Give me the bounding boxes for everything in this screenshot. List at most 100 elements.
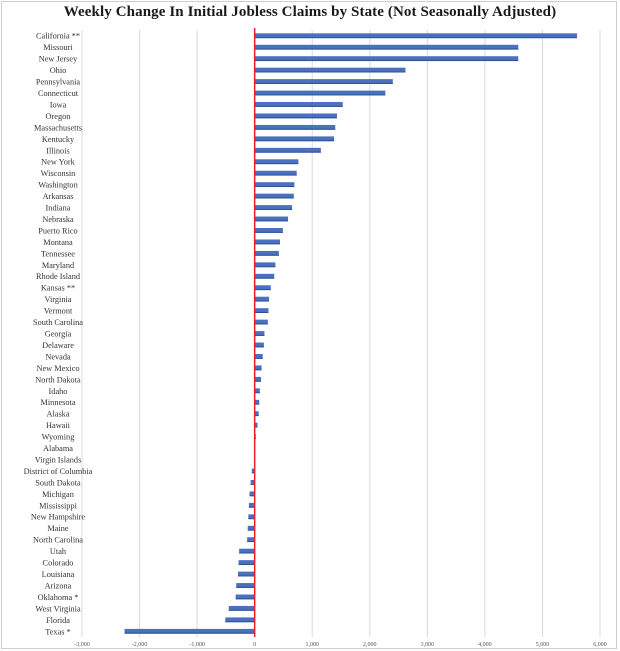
bar-shadow xyxy=(254,300,270,302)
bar-shadow xyxy=(254,186,295,188)
bar xyxy=(236,583,255,588)
x-tick-label: 1,000 xyxy=(305,642,319,648)
bar xyxy=(254,342,264,348)
category-label: West Virginia xyxy=(35,604,81,613)
bar-shadow xyxy=(254,105,343,107)
bar xyxy=(254,44,519,50)
bar xyxy=(247,525,255,531)
bar xyxy=(254,388,260,394)
bar-shadow xyxy=(254,311,269,313)
bar-shadow xyxy=(254,117,337,119)
category-label: Virgin Islands xyxy=(35,455,82,464)
bar-shadow xyxy=(251,472,255,474)
bar xyxy=(254,273,275,279)
bar-shadow xyxy=(254,220,289,222)
category-label: Arkansas xyxy=(43,192,74,201)
bar xyxy=(251,468,255,474)
bar xyxy=(254,159,299,165)
bar xyxy=(254,170,297,176)
category-label: Massachusetts xyxy=(34,123,82,132)
category-label: New York xyxy=(41,158,76,167)
bar-shadow xyxy=(247,541,255,543)
bar xyxy=(254,79,393,84)
x-tick-label: 0 xyxy=(253,642,256,648)
bar-shadow xyxy=(254,82,393,84)
category-label: Minnesota xyxy=(40,398,75,407)
category-label: Ohio xyxy=(50,66,67,75)
bar-shadow xyxy=(228,609,255,611)
bar-shadow xyxy=(254,426,258,428)
category-label: Wisconsin xyxy=(41,169,77,178)
bar-shadow xyxy=(124,632,255,634)
x-tick-label: 5,000 xyxy=(536,642,550,648)
bar-shadow xyxy=(239,552,255,554)
bar-shadow xyxy=(254,289,271,291)
x-tick-label: 3,000 xyxy=(421,642,435,648)
category-label: Maine xyxy=(47,524,69,533)
bar-shadow xyxy=(254,380,261,382)
bar xyxy=(254,102,343,107)
category-label: Hawaii xyxy=(46,421,71,430)
category-label: New Hampshire xyxy=(31,513,85,522)
category-label: Oregon xyxy=(46,112,72,121)
bar xyxy=(250,479,255,485)
category-label: Alaska xyxy=(46,410,69,419)
bar-shadow xyxy=(254,48,519,50)
bar-shadow xyxy=(254,334,265,336)
x-tick-label: -3,000 xyxy=(74,642,90,648)
category-label: Nebraska xyxy=(42,215,74,224)
x-tick-label: -2,000 xyxy=(132,642,148,648)
x-tick-label: 4,000 xyxy=(478,642,492,648)
category-label: Colorado xyxy=(43,559,74,568)
bar xyxy=(254,136,335,142)
category-label: Washington xyxy=(38,181,78,190)
category-label: Puerto Rico xyxy=(38,226,77,235)
bar-shadow xyxy=(235,598,255,600)
bar xyxy=(254,147,321,153)
bar xyxy=(237,571,255,577)
bar-shadow xyxy=(254,357,263,359)
bar xyxy=(254,33,577,39)
category-label: Indiana xyxy=(46,204,71,213)
bar xyxy=(254,262,276,268)
bar xyxy=(254,124,336,130)
bar-shadow xyxy=(254,60,519,62)
category-label: District of Columbia xyxy=(24,467,93,476)
bar-shadow xyxy=(247,529,255,531)
category-label: South Dakota xyxy=(35,478,81,487)
bar xyxy=(254,67,406,73)
bar-shadow xyxy=(238,563,255,565)
bar xyxy=(248,502,255,508)
bar-shadow xyxy=(254,163,299,165)
bar xyxy=(254,399,260,405)
bar xyxy=(254,422,258,428)
category-label: Alabama xyxy=(43,444,73,453)
bar xyxy=(254,205,293,210)
category-label: New Jersey xyxy=(39,55,78,64)
bar xyxy=(254,331,265,336)
chart-title: Weekly Change In Initial Jobless Claims … xyxy=(63,4,557,20)
bar xyxy=(254,90,386,96)
category-label: Wyoming xyxy=(42,433,75,442)
bar-shadow xyxy=(254,346,264,348)
category-label: Nevada xyxy=(45,352,71,361)
x-tick-label: 2,000 xyxy=(363,642,377,648)
bar xyxy=(254,285,271,291)
bar-shadow xyxy=(254,403,260,405)
bar xyxy=(254,113,337,119)
category-label: Louisiana xyxy=(42,570,75,579)
bar xyxy=(254,239,280,245)
bar xyxy=(238,560,255,565)
category-label: Texas * xyxy=(45,627,70,636)
category-label: Kansas ** xyxy=(41,284,75,293)
bar xyxy=(254,319,268,325)
category-label: Pennsylvania xyxy=(36,78,81,87)
bar-shadow xyxy=(254,140,335,142)
bar xyxy=(254,193,294,199)
category-label: Missouri xyxy=(43,43,73,52)
category-label: Utah xyxy=(50,547,67,556)
bar-shadow xyxy=(254,323,268,325)
bar xyxy=(124,628,255,634)
bar xyxy=(254,216,289,222)
